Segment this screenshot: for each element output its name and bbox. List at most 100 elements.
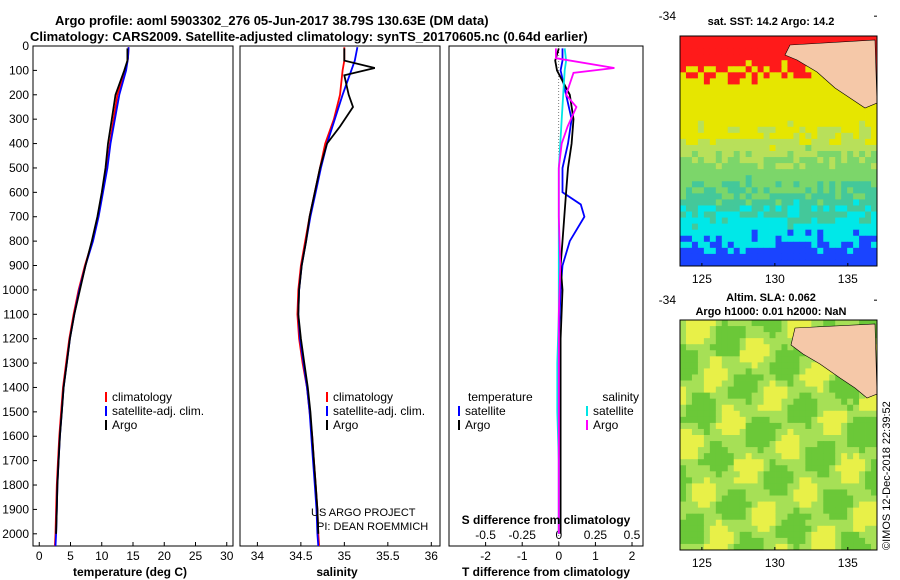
field-cell <box>805 465 812 472</box>
field-cell <box>853 229 860 237</box>
field-cell <box>727 537 735 545</box>
field-cell <box>691 320 699 327</box>
field-cell <box>769 54 776 61</box>
field-cell <box>787 537 794 545</box>
field-cell <box>853 217 860 225</box>
field-cell <box>715 211 723 218</box>
field-cell <box>793 120 800 128</box>
field-cell <box>775 181 782 188</box>
field-cell <box>685 163 693 170</box>
field-cell <box>865 320 872 327</box>
field-cell <box>841 435 848 442</box>
field-cell <box>751 48 759 55</box>
field-cell <box>680 223 687 231</box>
field-cell <box>865 241 872 249</box>
field-cell <box>739 386 747 394</box>
field-cell <box>697 48 705 55</box>
field-cell <box>769 410 776 418</box>
field-cell <box>853 138 860 146</box>
field-cell <box>871 247 878 255</box>
field-cell <box>709 102 717 110</box>
field-cell <box>793 362 800 369</box>
field-cell <box>697 187 705 194</box>
field-cell <box>739 525 747 533</box>
field-cell <box>697 483 705 490</box>
field-cell <box>680 120 687 128</box>
field-cell <box>691 48 699 55</box>
field-cell <box>799 362 806 369</box>
field-cell <box>715 404 723 412</box>
field-cell <box>775 96 782 103</box>
field-cell <box>841 422 848 430</box>
field-cell <box>793 386 800 394</box>
field-cell <box>691 163 699 170</box>
field-cell <box>709 392 717 400</box>
field-cell <box>733 398 741 406</box>
field-cell <box>781 253 788 261</box>
field-cell <box>703 404 711 412</box>
field-cell <box>697 229 705 237</box>
field-cell <box>823 483 830 490</box>
field-cell <box>787 132 794 140</box>
field-cell <box>691 54 699 61</box>
field-cell <box>793 477 800 484</box>
field-cell <box>853 102 860 110</box>
field-cell <box>829 525 836 533</box>
field-cell <box>871 435 878 442</box>
field-cell <box>835 199 842 206</box>
field-cell <box>811 410 818 418</box>
field-cell <box>757 338 764 345</box>
field-cell <box>739 175 747 182</box>
field-cell <box>841 36 848 43</box>
field-cell <box>691 211 699 218</box>
field-cell <box>697 78 705 85</box>
field-cell <box>799 489 806 496</box>
field-cell <box>715 229 723 237</box>
field-cell <box>871 483 878 490</box>
field-cell <box>793 489 800 496</box>
field-cell <box>721 229 729 237</box>
field-cell <box>751 386 759 394</box>
field-cell <box>685 78 693 85</box>
field-cell <box>739 471 747 478</box>
lon-tick-label: 130 <box>765 272 785 286</box>
field-cell <box>769 48 776 55</box>
field-cell <box>841 392 848 400</box>
field-cell <box>733 108 741 116</box>
field-cell <box>721 477 729 484</box>
field-cell <box>721 259 729 267</box>
legend: climatology satellite-adj. clim. Argo <box>105 390 204 432</box>
field-cell <box>745 471 753 478</box>
field-cell <box>871 501 878 509</box>
field-cell <box>775 428 782 436</box>
field-cell <box>865 181 872 188</box>
field-cell <box>853 453 860 460</box>
field-cell <box>733 362 741 369</box>
field-cell <box>715 441 723 448</box>
field-cell <box>691 144 699 152</box>
depth-tick-label: 0 <box>22 39 29 53</box>
field-cell <box>793 199 800 206</box>
field-cell <box>739 72 747 79</box>
field-cell <box>871 507 878 515</box>
field-cell <box>823 102 830 110</box>
field-cell <box>871 537 878 545</box>
field-cell <box>751 247 759 255</box>
field-cell <box>703 374 711 381</box>
field-cell <box>805 513 812 521</box>
field-cell <box>811 211 818 218</box>
field-cell <box>697 72 705 79</box>
field-cell <box>757 247 764 255</box>
field-cell <box>817 138 824 146</box>
field-cell <box>757 114 764 122</box>
field-cell <box>715 181 723 188</box>
field-cell <box>817 416 824 424</box>
field-cell <box>805 72 812 79</box>
field-cell <box>745 350 753 357</box>
field-cell <box>715 483 723 490</box>
field-cell <box>751 259 759 267</box>
field-cell <box>733 441 741 448</box>
field-cell <box>817 453 824 460</box>
s-tick-label: 0.5 <box>624 528 641 542</box>
field-cell <box>680 447 687 454</box>
